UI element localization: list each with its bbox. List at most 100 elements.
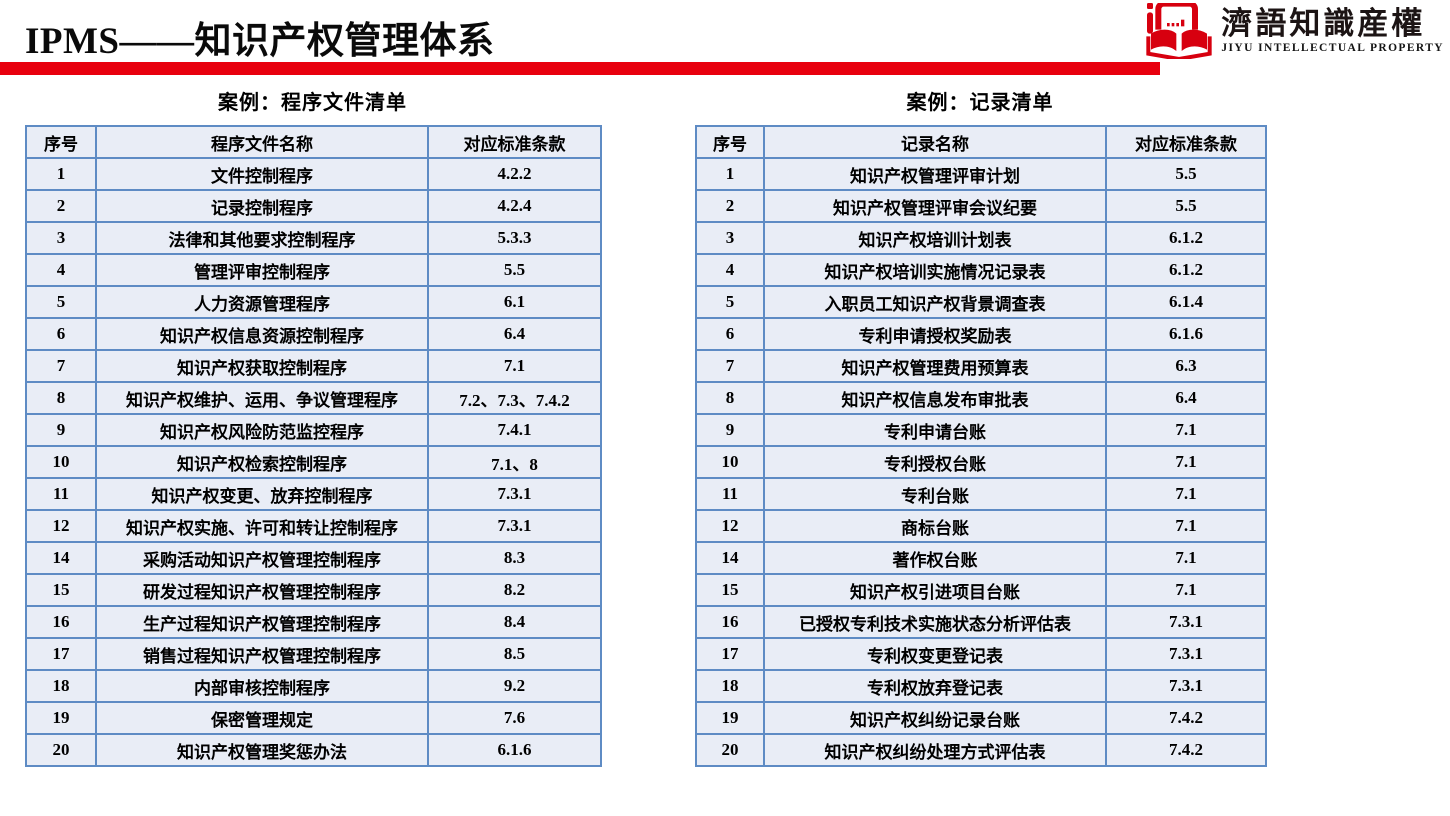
company-logo: 濟語知識産權 JIYU INTELLECTUAL PROPERTY [1146,3,1444,59]
table-cell: 7.1 [1105,541,1267,575]
table-cell: 研发过程知识产权管理控制程序 [95,573,429,607]
table-cell: 销售过程知识产权管理控制程序 [95,637,429,671]
table-row: 20 知识产权管理奖惩办法 6.1.6 [25,733,602,767]
table-cell: 已授权专利技术实施状态分析评估表 [763,605,1107,639]
table-cell: 知识产权管理奖惩办法 [95,733,429,767]
table-row: 1 文件控制程序 4.2.2 [25,157,602,191]
table-cell: 7.3.1 [1105,637,1267,671]
logo-name-cn: 濟語知識産權 [1221,6,1426,41]
table-row: 14 著作权台账 7.1 [695,541,1267,575]
table-row: 16 已授权专利技术实施状态分析评估表 7.3.1 [695,605,1267,639]
table-cell: 7.4.1 [427,413,602,447]
table-cell: 4 [695,253,765,287]
table-cell: 知识产权维护、运用、争议管理程序 [95,381,429,415]
table-cell: 知识产权纠纷记录台账 [763,701,1107,735]
table-cell: 知识产权纠纷处理方式评估表 [763,733,1107,767]
table-cell: 知识产权信息发布审批表 [763,381,1107,415]
table-cell: 内部审核控制程序 [95,669,429,703]
title-underline-bar [0,62,1160,75]
table-cell: 7.1 [1105,445,1267,479]
table-row: 2 记录控制程序 4.2.4 [25,189,602,223]
table-cell: 生产过程知识产权管理控制程序 [95,605,429,639]
table-cell: 知识产权实施、许可和转让控制程序 [95,509,429,543]
table-cell: 20 [25,733,97,767]
table-row: 17 销售过程知识产权管理控制程序 8.5 [25,637,602,671]
table-cell: 6.1.2 [1105,253,1267,287]
table-cell: 6.1 [427,285,602,319]
table-row: 8 知识产权维护、运用、争议管理程序 7.2、7.3、7.4.2 [25,381,602,415]
table-cell: 12 [25,509,97,543]
table-cell: 采购活动知识产权管理控制程序 [95,541,429,575]
table-row: 20 知识产权纠纷处理方式评估表 7.4.2 [695,733,1267,767]
table-cell: 6.1.2 [1105,221,1267,255]
table-cell: 8.3 [427,541,602,575]
table-cell: 2 [695,189,765,223]
table-cell: 7.1、8 [427,445,602,479]
table-row: 6 专利申请授权奖励表 6.1.6 [695,317,1267,351]
table-row: 15 知识产权引进项目台账 7.1 [695,573,1267,607]
table-cell: 6.1.4 [1105,285,1267,319]
table-cell: 专利授权台账 [763,445,1107,479]
table-cell: 7.1 [1105,509,1267,543]
table-cell: 8.2 [427,573,602,607]
table-cell: 9 [25,413,97,447]
table-cell: 6.4 [427,317,602,351]
procedure-document-list-panel: 案例：程序文件清单 序号 程序文件名称 对应标准条款 1 文件控制程序 4.2.2 2 记录… [25,90,602,767]
table-cell: 5.5 [427,253,602,287]
table-cell: 6 [695,317,765,351]
table-cell: 8.4 [427,605,602,639]
table-cell: 16 [25,605,97,639]
table-cell: 5.5 [1105,189,1267,223]
table-cell: 7.4.2 [1105,701,1267,735]
table-row: 19 知识产权纠纷记录台账 7.4.2 [695,701,1267,735]
column-header: 序号 [25,125,97,159]
table-row: 12 商标台账 7.1 [695,509,1267,543]
table-cell: 记录控制程序 [95,189,429,223]
table-row: 5 人力资源管理程序 6.1 [25,285,602,319]
table-row: 9 知识产权风险防范监控程序 7.4.1 [25,413,602,447]
table-cell: 18 [25,669,97,703]
record-table: 序号 记录名称 对应标准条款 1 知识产权管理评审计划 5.5 2 知识产权管理评审会议纪要… [695,125,1267,767]
table-cell: 11 [25,477,97,511]
table-cell: 保密管理规定 [95,701,429,735]
table-cell: 知识产权检索控制程序 [95,445,429,479]
table-cell: 7 [695,349,765,383]
table-row: 2 知识产权管理评审会议纪要 5.5 [695,189,1267,223]
table-cell: 7.4.2 [1105,733,1267,767]
table-cell: 法律和其他要求控制程序 [95,221,429,255]
table-row: 15 研发过程知识产权管理控制程序 8.2 [25,573,602,607]
table-row: 7 知识产权获取控制程序 7.1 [25,349,602,383]
table-cell: 7.1 [1105,573,1267,607]
table-cell: 4.2.2 [427,157,602,191]
table-cell: 知识产权风险防范监控程序 [95,413,429,447]
table-cell: 著作权台账 [763,541,1107,575]
record-table-caption: 案例：记录清单 [906,92,1054,114]
table-cell: 20 [695,733,765,767]
table-row: 12 知识产权实施、许可和转让控制程序 7.3.1 [25,509,602,543]
table-cell: 7.3.1 [427,477,602,511]
table-cell: 知识产权变更、放弃控制程序 [95,477,429,511]
table-cell: 7 [25,349,97,383]
table-cell: 15 [25,573,97,607]
table-cell: 人力资源管理程序 [95,285,429,319]
column-header: 序号 [695,125,765,159]
table-cell: 专利权变更登记表 [763,637,1107,671]
table-cell: 1 [695,157,765,191]
table-cell: 7.1 [427,349,602,383]
table-row: 17 专利权变更登记表 7.3.1 [695,637,1267,671]
table-cell: 9 [695,413,765,447]
table-cell: 入职员工知识产权背景调查表 [763,285,1107,319]
column-header: 对应标准条款 [427,125,602,159]
table-cell: 12 [695,509,765,543]
column-header: 程序文件名称 [95,125,429,159]
table-cell: 4.2.4 [427,189,602,223]
procedure-document-table: 序号 程序文件名称 对应标准条款 1 文件控制程序 4.2.2 2 记录控制程序 4.2.4 3… [25,125,602,767]
table-cell: 6.1.6 [427,733,602,767]
table-header-row: 序号 记录名称 对应标准条款 [695,125,1267,159]
table-cell: 7.1 [1105,413,1267,447]
table-cell: 8 [25,381,97,415]
table-cell: 9.2 [427,669,602,703]
table-cell: 知识产权培训计划表 [763,221,1107,255]
open-book-icon [1146,3,1213,59]
table-row: 10 专利授权台账 7.1 [695,445,1267,479]
